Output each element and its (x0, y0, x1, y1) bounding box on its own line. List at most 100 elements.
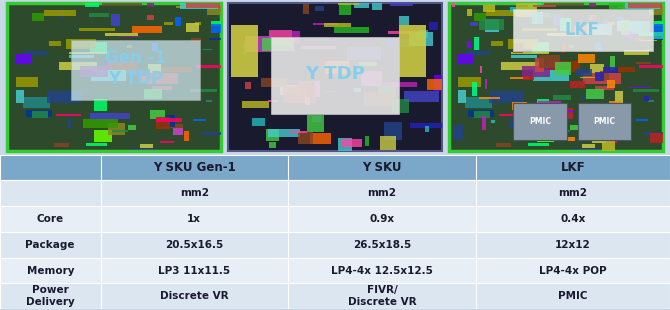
Bar (262, 38, 293, 51)
Bar (112, 131, 128, 132)
Text: mm2: mm2 (558, 188, 588, 198)
Bar (89, 13, 109, 17)
Bar (547, 60, 561, 71)
Bar (626, 131, 632, 141)
Bar (555, 62, 572, 75)
Bar (298, 81, 312, 96)
Text: mm2: mm2 (367, 188, 397, 198)
Bar (399, 16, 409, 25)
Text: Y SKU: Y SKU (362, 161, 401, 174)
Bar (310, 134, 331, 144)
Bar (211, 21, 221, 26)
Text: Core: Core (37, 214, 64, 224)
Bar (184, 131, 190, 141)
Bar (147, 3, 153, 7)
Bar (173, 128, 184, 135)
Bar (491, 41, 503, 46)
Bar (596, 72, 604, 81)
Bar (489, 91, 524, 103)
Bar (80, 66, 108, 77)
Bar (404, 91, 440, 102)
Bar (243, 42, 247, 55)
Bar (325, 61, 349, 73)
Bar (111, 14, 121, 26)
Bar (574, 26, 604, 33)
Bar (206, 100, 212, 102)
Bar (547, 33, 580, 36)
Bar (580, 77, 603, 78)
Bar (128, 125, 136, 130)
Bar (354, 3, 369, 8)
Bar (639, 65, 663, 68)
Text: mm2: mm2 (180, 188, 209, 198)
Bar (551, 110, 574, 112)
Bar (365, 136, 369, 146)
Bar (533, 69, 569, 81)
Bar (361, 71, 383, 86)
Bar (610, 56, 615, 70)
Bar (0, 283, 670, 309)
Text: 20.5x16.5: 20.5x16.5 (165, 240, 223, 250)
Bar (338, 3, 359, 5)
Bar (522, 66, 550, 77)
Bar (31, 13, 44, 21)
Bar (164, 124, 183, 128)
Bar (312, 116, 321, 122)
Bar (631, 21, 650, 34)
Bar (483, 4, 494, 12)
Bar (603, 19, 608, 27)
Text: Package: Package (25, 240, 75, 250)
Bar (143, 89, 162, 100)
Bar (196, 65, 221, 68)
Bar (570, 125, 578, 130)
Bar (180, 3, 218, 9)
Bar (94, 99, 107, 111)
Bar (324, 23, 351, 28)
Bar (553, 14, 563, 26)
Bar (581, 95, 598, 98)
Bar (559, 18, 572, 31)
Bar (119, 36, 141, 37)
Bar (47, 91, 82, 103)
Bar (192, 38, 200, 42)
Bar (607, 80, 615, 88)
Bar (334, 27, 369, 33)
Bar (621, 29, 633, 38)
Bar (153, 43, 158, 51)
Bar (458, 77, 480, 87)
Bar (231, 25, 258, 77)
Bar (471, 3, 496, 5)
Bar (501, 62, 539, 70)
Bar (544, 3, 584, 5)
Bar (252, 118, 265, 126)
Bar (372, 3, 382, 10)
Bar (554, 131, 570, 132)
Bar (449, 3, 663, 152)
Bar (553, 95, 572, 100)
Bar (15, 54, 31, 64)
Bar (602, 138, 615, 151)
Bar (341, 139, 362, 147)
Bar (79, 28, 115, 31)
Bar (338, 138, 352, 151)
Bar (603, 67, 618, 73)
Text: Discrete VR: Discrete VR (160, 291, 228, 301)
Bar (644, 96, 649, 101)
Bar (245, 82, 251, 89)
Text: LP4-4x POP: LP4-4x POP (539, 265, 606, 276)
Bar (622, 3, 660, 9)
Bar (466, 51, 490, 55)
Bar (419, 30, 428, 38)
Bar (313, 23, 338, 25)
Bar (69, 52, 107, 54)
Bar (653, 32, 663, 39)
Bar (228, 3, 442, 152)
Bar (26, 110, 52, 117)
Bar (208, 38, 221, 40)
Text: PMIC: PMIC (558, 291, 588, 301)
Text: 1x: 1x (188, 214, 201, 224)
Text: 26.5x18.5: 26.5x18.5 (353, 240, 411, 250)
Text: Power
Delivery: Power Delivery (26, 286, 74, 307)
Bar (474, 111, 490, 118)
Bar (606, 124, 625, 128)
